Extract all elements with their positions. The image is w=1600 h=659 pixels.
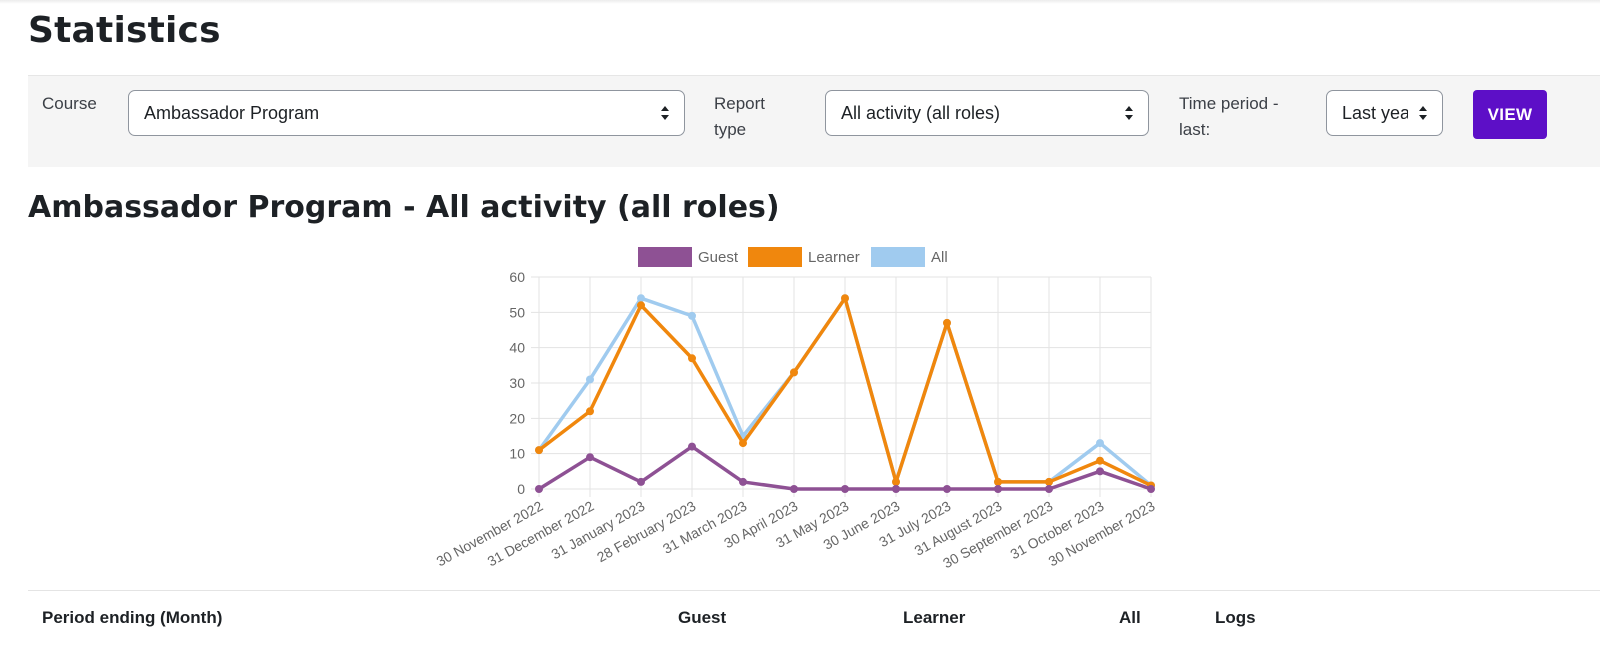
data-point-learner [1045,477,1053,486]
legend-label-guest: Guest [698,249,739,266]
data-point-learner [943,318,951,327]
legend-label-all: All [931,249,948,266]
data-point-guest [688,442,696,451]
time-period-select-value: Last year [1342,103,1408,123]
data-point-learner [892,477,900,486]
data-point-guest [535,485,543,493]
data-point-learner [841,294,849,303]
y-tick-label: 60 [509,269,525,285]
page-title: Statistics [28,10,221,51]
report-type-select-value: All activity (all roles) [841,103,1001,123]
data-point-learner [535,446,543,455]
data-point-learner [790,368,798,377]
data-point-guest [1147,485,1155,493]
data-point-guest [1045,485,1053,493]
report-type-select[interactable]: All activity (all roles) [825,90,1149,136]
data-point-learner [586,407,594,416]
data-point-all [637,294,645,303]
y-tick-label: 30 [509,375,525,391]
y-tick-label: 0 [517,481,525,497]
legend-swatch-all [871,247,925,267]
data-point-all [1096,439,1104,448]
legend-swatch-guest [638,247,692,267]
y-tick-label: 40 [509,340,525,356]
data-point-learner [637,301,645,310]
data-point-guest [994,485,1002,493]
data-point-learner [739,439,747,448]
select-arrows-icon [660,104,670,122]
time-period-label: Time period - last: [1179,94,1279,139]
legend-swatch-learner [748,247,802,267]
table-header-learner: Learner [903,608,966,627]
y-tick-label: 10 [509,446,525,462]
course-select-value: Ambassador Program [144,103,320,123]
data-point-guest [637,477,645,486]
table-divider [28,590,1600,591]
table-header-guest: Guest [678,608,727,627]
data-point-guest [943,485,951,493]
data-point-learner [688,354,696,363]
table-header-all: All [1119,608,1141,627]
data-point-guest [586,453,594,462]
data-point-guest [892,485,900,493]
data-point-learner [1096,456,1104,465]
select-arrows-icon [1418,104,1428,122]
view-button[interactable]: VIEW [1473,90,1547,139]
top-shadow [0,0,1600,4]
table-header-logs: Logs [1215,608,1256,627]
data-point-learner [994,477,1002,486]
course-label: Course [42,94,97,113]
report-title: Ambassador Program - All activity (all r… [28,190,780,225]
table-header-period: Period ending (Month) [42,608,223,627]
data-point-guest [1096,467,1104,476]
legend-label-learner: Learner [808,249,860,266]
report-type-label: Report type [714,94,766,139]
y-tick-label: 50 [509,304,525,320]
course-select[interactable]: Ambassador Program [128,90,685,136]
time-period-select[interactable]: Last year [1326,90,1443,136]
data-point-guest [790,485,798,493]
y-tick-label: 20 [509,410,525,426]
data-point-all [586,375,594,384]
data-point-guest [739,477,747,486]
data-point-all [688,311,696,320]
data-point-guest [841,485,849,493]
select-arrows-icon [1124,104,1134,122]
